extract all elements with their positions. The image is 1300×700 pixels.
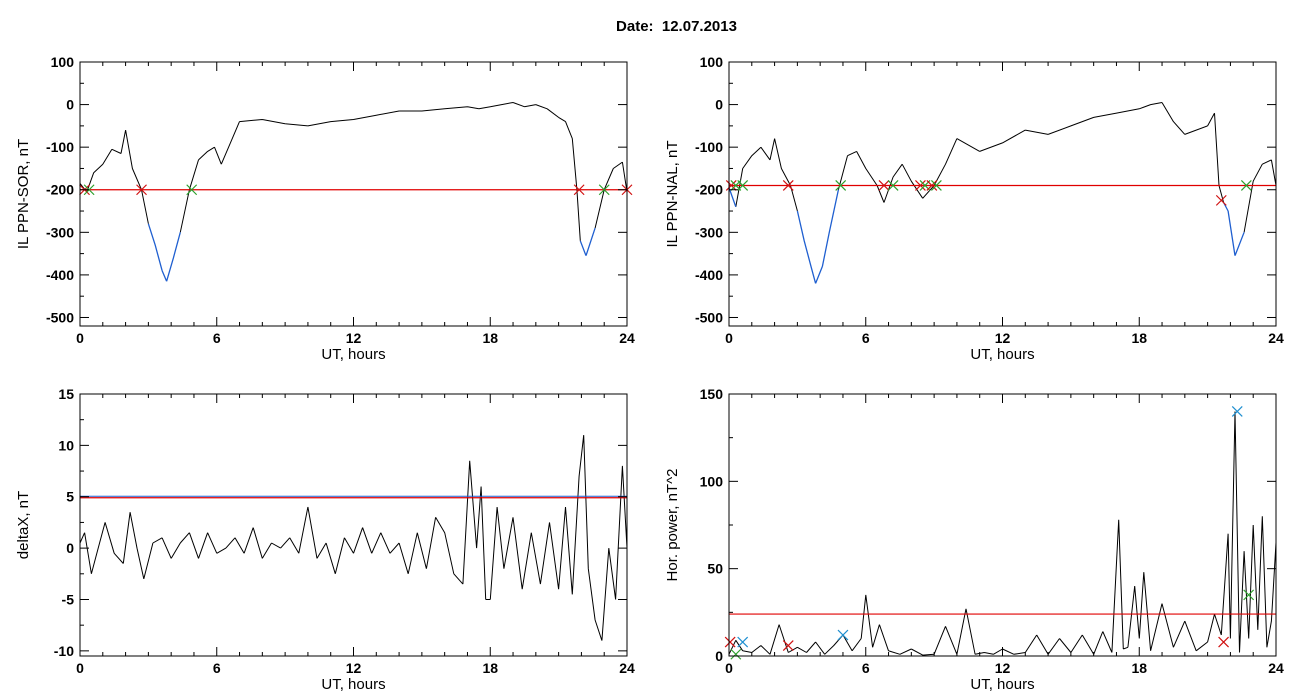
- crossing-marker: [83, 184, 95, 196]
- event-marker: [1231, 406, 1243, 417]
- y-axis-label: IL PPN-NAL, nT: [664, 141, 681, 248]
- y-tick-label: 50: [707, 561, 723, 577]
- page-title: Date: 12.07.2013: [616, 18, 737, 35]
- event-marker: [737, 636, 749, 648]
- crossing-marker: [915, 180, 926, 191]
- x-tick-label: 12: [346, 660, 362, 676]
- event-marker: [837, 629, 849, 641]
- x-tick-label: 6: [213, 660, 221, 676]
- panel-sor: 0 6 12 18 24 100 0 -100 -200 -300 -400 -500 UT, hour…: [15, 54, 635, 363]
- x-tick-label: 12: [995, 660, 1011, 676]
- y-tick-label: 15: [58, 386, 74, 402]
- crossing-marker: [725, 180, 737, 191]
- y-tick-label: 10: [58, 437, 74, 453]
- y-axis-label: Hor. power, nT^2: [664, 469, 681, 582]
- x-tick-label: 24: [619, 660, 635, 676]
- series-line-below-threshold: [147, 223, 596, 282]
- crossing-marker: [186, 184, 198, 196]
- crossing-marker: [782, 180, 794, 191]
- event-marker: [1243, 589, 1255, 601]
- event-marker: [724, 636, 736, 648]
- crossing-marker: [887, 180, 899, 191]
- crossing-marker: [926, 180, 938, 191]
- y-tick-label: -300: [46, 224, 74, 240]
- y-tick-label: 100: [700, 54, 724, 70]
- x-tick-label: 12: [346, 330, 362, 346]
- crossing-marker: [737, 180, 749, 191]
- y-tick-label: -400: [695, 267, 723, 283]
- event-marker: [730, 648, 742, 660]
- y-tick-label: 100: [700, 473, 724, 489]
- series-line: [79, 435, 628, 641]
- series-line: [735, 102, 1277, 233]
- y-tick-label: -100: [695, 139, 723, 155]
- x-tick-label: 18: [482, 330, 498, 346]
- x-tick-label: 0: [76, 660, 84, 676]
- crossing-marker: [835, 180, 847, 191]
- y-axis-label: IL PPN-SOR, nT: [15, 139, 32, 249]
- x-tick-label: 18: [1131, 330, 1147, 346]
- y-tick-label: -100: [46, 139, 74, 155]
- panel-deltax: 0 6 12 18 24 15 10 5 0 -5 -10 UT, hours deltaX, nT: [15, 386, 635, 693]
- y-tick-label: -200: [46, 182, 74, 198]
- series-line: [79, 102, 628, 241]
- event-marker: [1218, 636, 1230, 648]
- y-tick-label: 150: [700, 386, 724, 402]
- crossing-marker: [598, 184, 610, 196]
- x-tick-label: 18: [1131, 660, 1147, 676]
- crossing-marker: [136, 184, 147, 196]
- x-tick-label: 6: [862, 330, 870, 346]
- x-axis-label: UT, hours: [970, 676, 1034, 693]
- y-axis-label: deltaX, nT: [15, 491, 32, 559]
- y-tick-label: -10: [54, 643, 74, 659]
- y-tick-label: -400: [46, 267, 74, 283]
- panel-power: 0 6 12 18 24 150 100 50 0 UT, hours Hor. power, nT…: [664, 386, 1284, 693]
- plot-frame: [728, 393, 1277, 657]
- x-tick-label: 0: [76, 330, 84, 346]
- series-line-below-threshold: [728, 187, 1245, 284]
- crossing-marker: [878, 180, 890, 191]
- plot-frame: [728, 61, 1277, 327]
- y-tick-label: -5: [62, 591, 75, 607]
- y-tick-label: 5: [66, 489, 74, 505]
- y-tick-label: 100: [51, 54, 75, 70]
- y-tick-label: 0: [66, 540, 74, 556]
- y-tick-label: -200: [695, 182, 723, 198]
- x-tick-label: 6: [213, 330, 221, 346]
- plot-frame: [79, 61, 628, 327]
- x-tick-label: 18: [482, 660, 498, 676]
- y-tick-label: 0: [715, 648, 723, 664]
- x-tick-label: 24: [619, 330, 635, 346]
- crossing-marker: [573, 184, 585, 196]
- crossing-marker: [1240, 180, 1252, 191]
- y-tick-label: -300: [695, 224, 723, 240]
- x-tick-label: 12: [995, 330, 1011, 346]
- crossing-marker: [930, 180, 942, 191]
- x-tick-label: 24: [1268, 660, 1284, 676]
- event-marker: [782, 640, 794, 651]
- plot-frame: [79, 393, 628, 657]
- x-axis-label: UT, hours: [970, 346, 1034, 363]
- series-line: [728, 411, 1277, 656]
- y-tick-label: -500: [695, 309, 723, 325]
- x-axis-label: UT, hours: [321, 676, 385, 693]
- x-tick-label: 0: [725, 660, 733, 676]
- x-axis-label: UT, hours: [321, 346, 385, 363]
- y-tick-label: 0: [66, 97, 74, 113]
- y-tick-label: 0: [715, 97, 723, 113]
- crossing-marker: [1215, 194, 1227, 206]
- y-tick-label: -500: [46, 309, 74, 325]
- x-tick-label: 0: [725, 330, 733, 346]
- panel-nal: 0 6 12 18 24 100 0 -100 -200 -300 -400 -500 UT, hour…: [664, 54, 1284, 363]
- x-tick-label: 6: [862, 660, 870, 676]
- x-tick-label: 24: [1268, 330, 1284, 346]
